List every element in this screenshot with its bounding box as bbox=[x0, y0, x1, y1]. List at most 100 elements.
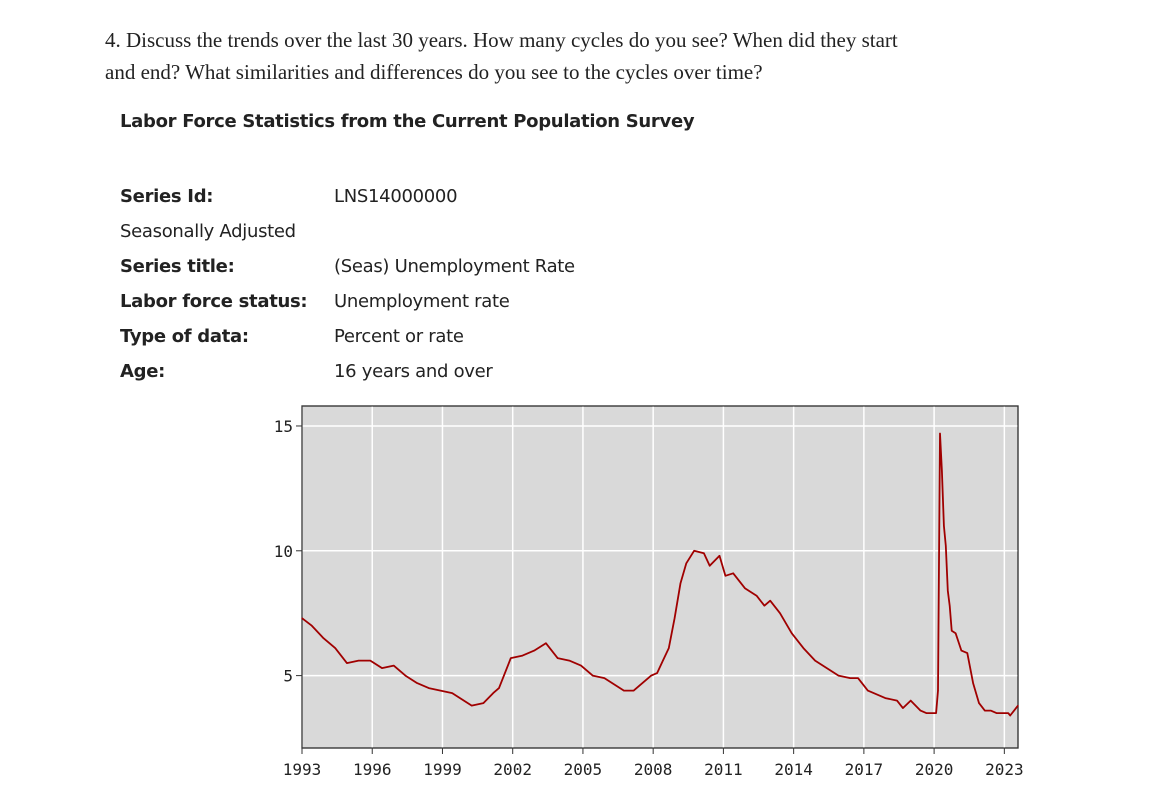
x-tick-label: 2023 bbox=[985, 760, 1024, 779]
data-point bbox=[592, 675, 594, 677]
x-tick-label: 2011 bbox=[704, 760, 743, 779]
data-point bbox=[334, 647, 336, 649]
data-point bbox=[439, 689, 442, 692]
data-point bbox=[656, 672, 658, 674]
detail-value: Percent or rate bbox=[334, 326, 464, 347]
data-point bbox=[945, 545, 947, 547]
data-point bbox=[492, 692, 494, 694]
data-point bbox=[1017, 704, 1019, 707]
data-point bbox=[693, 550, 695, 552]
data-point bbox=[857, 677, 859, 679]
x-tick-label: 2008 bbox=[634, 760, 673, 779]
data-point bbox=[301, 617, 303, 619]
data-point bbox=[533, 650, 535, 652]
x-tick-label: 2005 bbox=[564, 760, 603, 779]
data-point bbox=[763, 605, 765, 607]
data-point bbox=[471, 704, 473, 707]
detail-label: Series title: bbox=[120, 256, 235, 277]
data-point bbox=[703, 552, 705, 554]
data-point bbox=[724, 575, 726, 577]
data-point bbox=[995, 712, 998, 714]
x-tick-label: 1996 bbox=[353, 760, 392, 779]
data-point bbox=[972, 682, 974, 684]
data-point bbox=[718, 555, 721, 557]
detail-label: Seasonally Adjusted bbox=[120, 221, 296, 242]
data-point bbox=[947, 590, 949, 592]
plot-area bbox=[301, 405, 1019, 749]
data-point bbox=[1009, 714, 1011, 717]
data-point bbox=[943, 525, 945, 527]
data-point bbox=[769, 600, 771, 602]
data-point bbox=[615, 684, 617, 687]
plot-border bbox=[301, 405, 1019, 749]
question-text: 4. Discuss the trends over the last 30 y… bbox=[105, 24, 1065, 88]
data-point bbox=[346, 662, 348, 664]
data-point bbox=[416, 682, 418, 684]
detail-value: (Seas) Unemployment Rate bbox=[334, 256, 575, 277]
data-point bbox=[545, 642, 547, 644]
data-point bbox=[902, 707, 904, 709]
data-point bbox=[393, 665, 395, 667]
data-point bbox=[463, 699, 465, 702]
data-point bbox=[744, 587, 746, 589]
data-point bbox=[482, 702, 485, 704]
data-point bbox=[837, 675, 840, 677]
x-tick-label: 2017 bbox=[845, 760, 884, 779]
data-point bbox=[1007, 712, 1009, 714]
data-point bbox=[990, 709, 992, 712]
data-point bbox=[1013, 709, 1015, 712]
y-tick-label: 5 bbox=[283, 667, 293, 686]
data-point bbox=[580, 665, 582, 667]
question-line-1: 4. Discuss the trends over the last 30 y… bbox=[105, 28, 898, 52]
data-point bbox=[802, 647, 804, 649]
data-point bbox=[984, 709, 986, 712]
data-point bbox=[933, 712, 935, 714]
data-point bbox=[755, 595, 758, 597]
data-point bbox=[732, 572, 734, 574]
data-point bbox=[668, 647, 670, 649]
detail-label: Series Id: bbox=[120, 186, 214, 207]
data-point bbox=[638, 684, 641, 687]
detail-label: Age: bbox=[120, 361, 166, 382]
data-point bbox=[603, 677, 605, 679]
data-point bbox=[896, 699, 898, 702]
data-point bbox=[779, 612, 781, 614]
data-point bbox=[369, 660, 371, 662]
data-point bbox=[381, 667, 383, 669]
data-point bbox=[568, 660, 570, 662]
data-point bbox=[937, 689, 939, 692]
question-line-2: and end? What similarities and differenc… bbox=[105, 60, 763, 84]
detail-label: Type of data: bbox=[120, 326, 249, 347]
data-point bbox=[633, 689, 635, 692]
data-point bbox=[521, 655, 524, 657]
data-point bbox=[556, 657, 559, 659]
data-point bbox=[867, 689, 869, 692]
data-point bbox=[662, 660, 664, 662]
data-point bbox=[910, 699, 912, 702]
data-point bbox=[498, 687, 500, 689]
data-point bbox=[960, 650, 963, 652]
y-tick-label: 15 bbox=[274, 417, 293, 436]
data-point bbox=[357, 660, 360, 662]
section-heading: Labor Force Statistics from the Current … bbox=[120, 111, 695, 132]
data-point bbox=[884, 697, 886, 699]
x-tick-label: 2020 bbox=[915, 760, 954, 779]
data-point bbox=[506, 667, 508, 669]
data-point bbox=[428, 687, 430, 689]
data-point bbox=[978, 702, 980, 704]
data-point bbox=[954, 632, 957, 634]
data-point bbox=[404, 675, 407, 677]
x-tick-label: 2014 bbox=[774, 760, 813, 779]
data-point bbox=[709, 565, 711, 567]
data-point bbox=[966, 652, 968, 654]
x-tick-label: 1993 bbox=[283, 760, 322, 779]
detail-value: LNS14000000 bbox=[334, 186, 458, 207]
data-point bbox=[1001, 712, 1003, 714]
data-point bbox=[679, 582, 682, 584]
data-point bbox=[826, 667, 828, 669]
data-point bbox=[814, 660, 816, 662]
data-point bbox=[322, 637, 325, 639]
y-tick-label: 10 bbox=[274, 542, 293, 561]
x-tick-label: 2002 bbox=[493, 760, 532, 779]
